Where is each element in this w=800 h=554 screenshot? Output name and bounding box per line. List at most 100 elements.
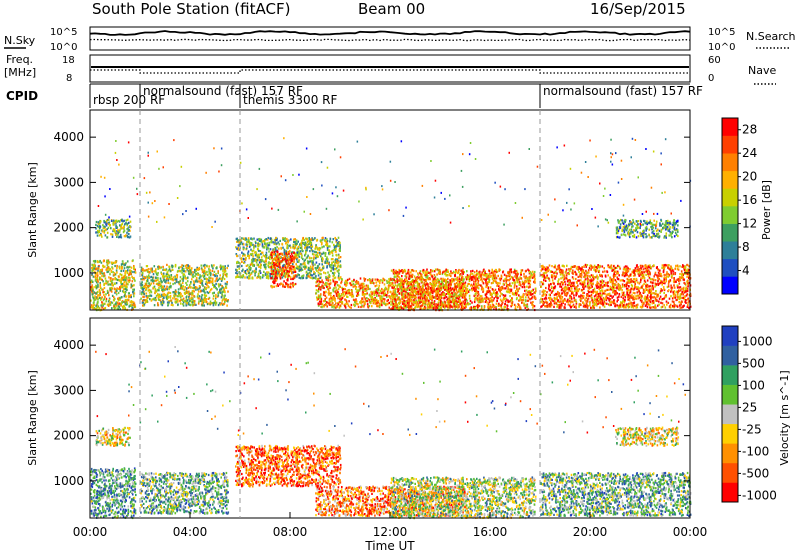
radar-cell	[116, 235, 118, 238]
radar-cell	[203, 299, 206, 302]
radar-cell	[94, 273, 97, 276]
radar-cell	[371, 305, 373, 308]
radar-cell	[185, 296, 188, 299]
radar-cell	[273, 280, 276, 283]
radar-cell	[219, 274, 221, 277]
radar-cell	[208, 276, 211, 280]
radar-cell	[459, 284, 461, 287]
radar-cell	[123, 300, 125, 303]
radar-cell	[102, 307, 105, 310]
radar-cell	[210, 277, 212, 280]
radar-cell	[307, 260, 310, 263]
radar-cell	[276, 254, 279, 257]
nave-line	[90, 69, 690, 74]
radar-cell	[302, 250, 304, 253]
radar-cell	[286, 275, 289, 278]
radar-cell	[323, 286, 325, 290]
radar-cell	[334, 280, 337, 283]
radar-cell	[471, 301, 473, 304]
radar-cell	[98, 289, 101, 292]
radar-cell	[338, 257, 340, 260]
radar-cell	[450, 289, 452, 292]
radar-cell	[367, 287, 369, 291]
radar-cell	[276, 283, 279, 286]
radar-cell	[346, 292, 349, 295]
radar-cell	[91, 263, 93, 266]
radar-cell	[120, 273, 123, 276]
radar-cell	[127, 266, 130, 269]
radar-cell	[147, 286, 150, 289]
radar-cell	[329, 282, 332, 285]
radar-cell	[105, 228, 107, 232]
radar-cell	[165, 287, 167, 290]
radar-cell	[250, 261, 253, 264]
radar-cell	[524, 289, 526, 292]
radar-cell	[328, 290, 330, 293]
radar-cell	[255, 242, 257, 245]
radar-cell	[339, 297, 341, 300]
radar-cell	[111, 284, 114, 287]
radar-cell	[150, 275, 153, 278]
radar-cell	[143, 298, 145, 302]
radar-cell	[274, 252, 277, 255]
radar-cell	[157, 267, 159, 270]
radar-cell	[308, 237, 310, 240]
radar-cell	[244, 238, 246, 241]
radar-cell	[189, 269, 192, 272]
radar-cell	[191, 303, 194, 306]
radar-cell	[335, 253, 337, 256]
radar-cell	[204, 291, 206, 294]
radar-cell	[313, 253, 315, 256]
radar-cell	[248, 271, 251, 274]
radar-cell	[254, 271, 256, 274]
radar-cell	[193, 290, 195, 293]
radar-cell	[199, 281, 202, 284]
radar-cell	[92, 302, 95, 305]
radar-cell	[266, 238, 269, 241]
radar-cell	[108, 297, 111, 300]
radar-cell	[92, 297, 95, 300]
radar-cell	[166, 295, 169, 298]
radar-cell	[222, 286, 224, 289]
radar-cell	[306, 249, 308, 252]
radar-cell	[236, 273, 239, 276]
radar-cell	[338, 293, 341, 296]
radar-cell	[144, 299, 146, 302]
radar-cell	[391, 300, 394, 303]
radar-cell	[256, 238, 259, 241]
radar-cell	[331, 241, 334, 244]
radar-cell	[157, 298, 160, 301]
radar-cell	[127, 279, 129, 282]
radar-cell	[345, 302, 348, 305]
radar-cell	[94, 298, 97, 301]
radar-cell	[293, 240, 295, 244]
radar-cell	[182, 285, 184, 288]
radar-cell	[194, 272, 197, 275]
radar-cell	[302, 238, 304, 241]
radar-cell	[215, 273, 217, 276]
radar-cell	[328, 264, 331, 267]
radar-cell	[142, 304, 144, 307]
radar-cell	[223, 270, 226, 273]
radar-cell	[293, 270, 296, 273]
radar-cell	[357, 305, 360, 308]
radar-cell	[280, 246, 282, 249]
radar-cell	[292, 271, 294, 274]
radar-cell	[244, 254, 246, 257]
radar-cell	[104, 234, 107, 237]
radar-cell	[372, 302, 375, 305]
radar-cell	[359, 287, 362, 290]
radar-cell	[314, 272, 316, 275]
radar-cell	[227, 299, 229, 302]
radar-cell	[270, 269, 273, 272]
radar-cell	[146, 275, 149, 279]
radar-cell	[121, 227, 124, 230]
radar-cell	[340, 280, 343, 283]
radar-cell	[107, 266, 109, 269]
radar-cell	[256, 255, 259, 258]
radar-cell	[248, 274, 250, 277]
radar-cell	[172, 276, 175, 279]
radar-cell	[155, 295, 158, 298]
radar-cell	[305, 277, 308, 280]
radar-cell	[216, 274, 218, 278]
